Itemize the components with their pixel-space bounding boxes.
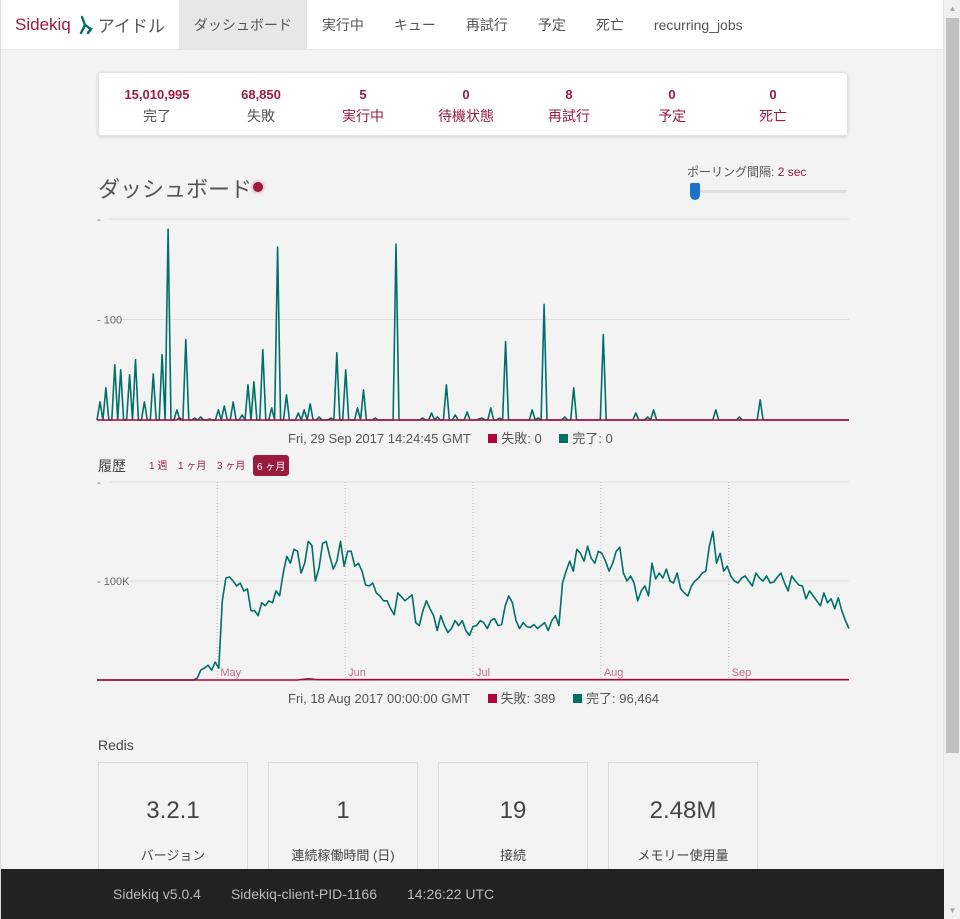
stat-scheduled-value[interactable]: 0 [668, 87, 676, 102]
history-legend-time: Fri, 18 Aug 2017 00:00:00 GMT [288, 691, 470, 706]
y-tick-label: - [97, 214, 101, 226]
x-tick-label: Jul [476, 667, 490, 679]
realtime-legend-processed: 完了: 0 [572, 431, 613, 446]
x-tick-label: Sep [732, 667, 752, 679]
footer-client: Sidekiq-client-PID-1166 [230, 886, 377, 902]
y-tick-label: - 100 [97, 315, 122, 327]
stat-processed-value: 15,010,995 [124, 87, 190, 102]
redis-memory-label: メモリー使用量 [637, 848, 729, 863]
redis-uptime-box: 1 連続稼働時間 (日) [268, 762, 418, 882]
history-legend: Fri, 18 Aug 2017 00:00:00 GMT 失敗: 389 完了… [288, 688, 659, 707]
realtime-legend: Fri, 29 Sep 2017 14:24:45 GMT 失敗: 0 完了: … [288, 428, 613, 447]
range-6-months[interactable]: 6 ヶ月 [253, 455, 290, 476]
realtime-legend-failed: 失敗: 0 [501, 431, 542, 446]
redis-version-value: 3.2.1 [146, 797, 200, 824]
stat-retries-label[interactable]: 再試行 [548, 108, 590, 124]
nav-busy[interactable]: 実行中 [321, 16, 364, 33]
navbar: Sidekiq アイドル ダッシュボード 実行中 キュー 再試行 予定 死亡 r… [1, 0, 944, 50]
x-tick-label: Aug [604, 667, 624, 679]
redis-uptime-value: 1 [336, 797, 350, 824]
stat-processed-label: 完了 [143, 108, 171, 124]
stat-scheduled[interactable]: 0 予定 [620, 87, 724, 126]
stat-dead[interactable]: 0 死亡 [721, 87, 825, 126]
stats-summary: 15,010,995 完了 68,850 失敗 5 実行中 0 待機状態 8 再… [98, 72, 848, 136]
stat-busy[interactable]: 5 実行中 [311, 87, 415, 126]
redis-memory-box: 2.48M メモリー使用量 [608, 762, 758, 882]
stat-retries[interactable]: 8 再試行 [517, 87, 621, 126]
y-tick-label: - 100K [97, 576, 130, 588]
nav-scheduled[interactable]: 予定 [537, 16, 566, 33]
failed-swatch [488, 434, 498, 443]
live-beacon [253, 182, 263, 192]
history-legend-failed: 失敗: 389 [500, 691, 556, 706]
series-line-failed [97, 417, 849, 421]
status-label: アイドル [97, 17, 165, 36]
stat-retries-value[interactable]: 8 [565, 87, 573, 102]
scroll-down-icon[interactable]: ▼ [948, 906, 957, 915]
stat-processed: 15,010,995 完了 [105, 87, 209, 126]
range-3-months[interactable]: 3 ヶ月 [217, 461, 246, 472]
stat-enqueued-value[interactable]: 0 [462, 87, 470, 102]
x-tick-label: Jun [348, 667, 366, 679]
nav-dashboard[interactable]: ダッシュボード [178, 0, 307, 49]
sidekiq-logo-icon [79, 15, 93, 34]
stat-enqueued[interactable]: 0 待機状態 [414, 87, 518, 126]
redis-version-label: バージョン [140, 848, 206, 863]
y-tick-label: - [97, 477, 101, 489]
stat-scheduled-label[interactable]: 予定 [658, 108, 686, 124]
stat-failed-value: 68,850 [241, 87, 281, 102]
range-1-week[interactable]: 1 週 [149, 461, 168, 472]
nav-queues[interactable]: キュー [393, 16, 436, 33]
stat-failed-label: 失敗 [247, 108, 275, 124]
history-processed-swatch [573, 694, 583, 703]
redis-memory-value: 2.48M [649, 797, 717, 824]
series-line-failed [97, 678, 849, 681]
x-tick-label: May [220, 667, 241, 679]
realtime-chart: - - 100 [96, 214, 849, 421]
stat-busy-label[interactable]: 実行中 [342, 108, 384, 124]
page-title: ダッシュボード [98, 177, 253, 202]
redis-connections-value: 19 [499, 797, 527, 824]
brand[interactable]: Sidekiq アイドル [1, 0, 179, 49]
history-failed-swatch [487, 694, 497, 703]
poll-interval-value: 2 sec [777, 165, 807, 179]
stat-dead-label[interactable]: 死亡 [759, 108, 787, 124]
redis-version-box: 3.2.1 バージョン [98, 762, 248, 882]
scroll-thumb[interactable] [946, 18, 959, 753]
nav-retries[interactable]: 再試行 [465, 16, 508, 33]
scroll-up-icon[interactable]: ▲ [948, 4, 957, 13]
history-legend-processed: 完了: 96,464 [586, 691, 660, 706]
history-label: 履歴 [98, 458, 126, 474]
nav-recurring-jobs[interactable]: recurring_jobs [653, 16, 743, 33]
series-line-processed [96, 228, 849, 421]
poll-slider-handle[interactable] [690, 183, 700, 200]
redis-connections-label: 接続 [499, 848, 526, 863]
redis-connections-box: 19 接続 [438, 762, 588, 882]
range-1-month[interactable]: 1 ヶ月 [178, 461, 207, 472]
stat-dead-value[interactable]: 0 [769, 87, 777, 102]
brand-name[interactable]: Sidekiq [15, 14, 71, 34]
poll-interval-text: ポーリング間隔: [687, 165, 775, 179]
poll-slider-track[interactable] [690, 190, 847, 193]
nav-dead[interactable]: 死亡 [595, 16, 624, 33]
redis-label: Redis [98, 737, 134, 753]
page-scrollbar[interactable]: ▲ ▼ [943, 0, 960, 919]
footer: Sidekiq v5.0.4 Sidekiq-client-PID-1166 1… [1, 869, 944, 919]
footer-time: 14:26:22 UTC [406, 886, 495, 902]
realtime-legend-time: Fri, 29 Sep 2017 14:24:45 GMT [288, 431, 471, 446]
series-line-processed [97, 530, 850, 681]
stat-busy-value[interactable]: 5 [359, 87, 367, 102]
processed-swatch [559, 434, 569, 443]
history-chart: - - 100K May Jun Jul Aug Sep [97, 477, 850, 681]
stat-enqueued-label[interactable]: 待機状態 [438, 108, 494, 124]
footer-version: Sidekiq v5.0.4 [113, 886, 201, 902]
redis-uptime-label: 連続稼働時間 (日) [291, 848, 395, 863]
poll-interval-label: ポーリング間隔: 2 sec [687, 163, 806, 180]
stat-failed: 68,850 失敗 [209, 87, 313, 126]
